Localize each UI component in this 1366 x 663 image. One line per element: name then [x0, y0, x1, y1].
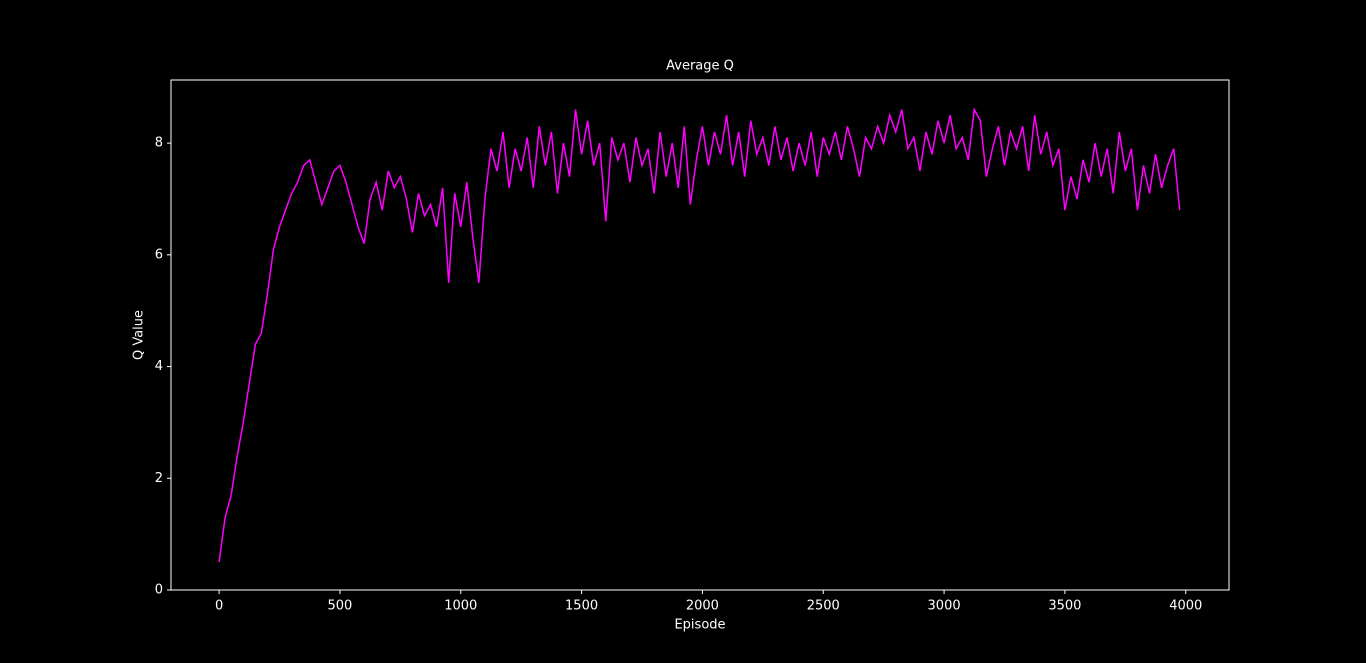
x-tick-label: 2500: [807, 599, 840, 614]
chart-title: Average Q: [666, 59, 734, 74]
x-tick-label: 0: [215, 599, 223, 614]
y-tick-label: 0: [155, 583, 163, 598]
line: [218, 107, 1181, 563]
y-tick-label: 6: [155, 247, 163, 262]
plot-frame: [170, 79, 1230, 591]
x-tick-label: 3500: [1048, 599, 1081, 614]
y-axis-label: Q Value: [132, 310, 147, 360]
x-axis-label: Episode: [674, 618, 725, 633]
x-tick-label: 1500: [565, 599, 598, 614]
x-tick-label: 4000: [1169, 599, 1202, 614]
y-tick-label: 8: [155, 136, 163, 151]
y-tick-label: 4: [155, 359, 163, 374]
y-tick-label: 2: [155, 471, 163, 486]
x-tick-label: 1000: [444, 599, 477, 614]
x-tick-label: 500: [328, 599, 353, 614]
x-tick-label: 3000: [928, 599, 961, 614]
x-tick-label: 2000: [686, 599, 719, 614]
